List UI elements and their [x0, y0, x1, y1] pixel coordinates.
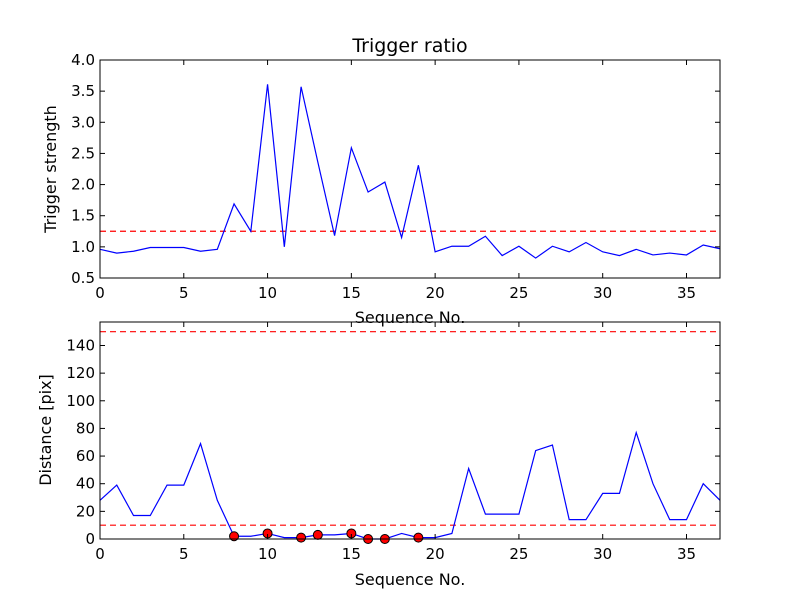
x-tick-label: 35: [677, 545, 696, 563]
axes-frame: [99, 59, 721, 279]
x-axis-label: Sequence No.: [355, 308, 466, 327]
chart-title: Trigger ratio: [351, 35, 467, 57]
y-tick-label: 1.0: [71, 238, 95, 256]
y-tick-label: 100: [66, 392, 95, 410]
y-tick-label: 20: [76, 502, 95, 520]
series-line-0: [99, 430, 721, 540]
x-tick-label: 25: [509, 545, 528, 563]
x-tick-label: 15: [342, 284, 361, 302]
y-tick-label: 120: [66, 364, 95, 382]
tick-layer: 0 5 10 15 20 25 30 35 0.5 1.0 1.5 2.0 2.5 3.0 3.5 4.0: [71, 51, 720, 302]
x-tick-label: 5: [179, 284, 189, 302]
x-tick-label: 20: [426, 284, 445, 302]
x-tick-label: 25: [509, 284, 528, 302]
axes-frame: [99, 321, 721, 540]
y-tick-label: 1.5: [71, 207, 95, 225]
y-tick-label: 80: [76, 419, 95, 437]
y-tick-label: 4.0: [71, 51, 95, 69]
y-axis-label: Trigger strength: [41, 105, 60, 234]
y-tick-label: 2.5: [71, 144, 95, 162]
data-marker-0: [229, 531, 240, 542]
x-tick-label: 35: [677, 284, 696, 302]
y-tick-label: 140: [66, 336, 95, 354]
x-tick-label: 30: [593, 284, 612, 302]
x-tick-label: 0: [95, 284, 105, 302]
plot-layer: [99, 84, 721, 259]
series-line-0: [99, 84, 721, 259]
x-tick-label: 30: [593, 545, 612, 563]
y-tick-label: 3.0: [71, 113, 95, 131]
y-tick-label: 40: [76, 475, 95, 493]
tick-layer: 0 5 10 15 20 25 30 35 0 20 40 60 80 100 120 140: [66, 322, 720, 563]
distance-chart: 0 5 10 15 20 25 30 35 0 20 40 60 80 100 120 140 Sequenc…: [36, 321, 721, 589]
y-axis-label: Distance [pix]: [36, 374, 55, 486]
y-tick-label: 2.0: [71, 176, 95, 194]
data-marker-2: [296, 532, 307, 543]
x-tick-label: 20: [426, 545, 445, 563]
x-tick-label: 5: [179, 545, 189, 563]
x-tick-label: 15: [342, 545, 361, 563]
x-tick-label: 10: [258, 284, 277, 302]
x-axis-label: Sequence No.: [355, 570, 466, 589]
x-tick-label: 10: [258, 545, 277, 563]
data-marker-7: [413, 532, 424, 543]
y-tick-label: 0.5: [71, 269, 95, 287]
data-marker-3: [312, 529, 323, 540]
y-tick-label: 60: [76, 447, 95, 465]
y-tick-label: 3.5: [71, 82, 95, 100]
y-tick-label: 0: [85, 530, 95, 548]
x-tick-label: 0: [95, 545, 105, 563]
